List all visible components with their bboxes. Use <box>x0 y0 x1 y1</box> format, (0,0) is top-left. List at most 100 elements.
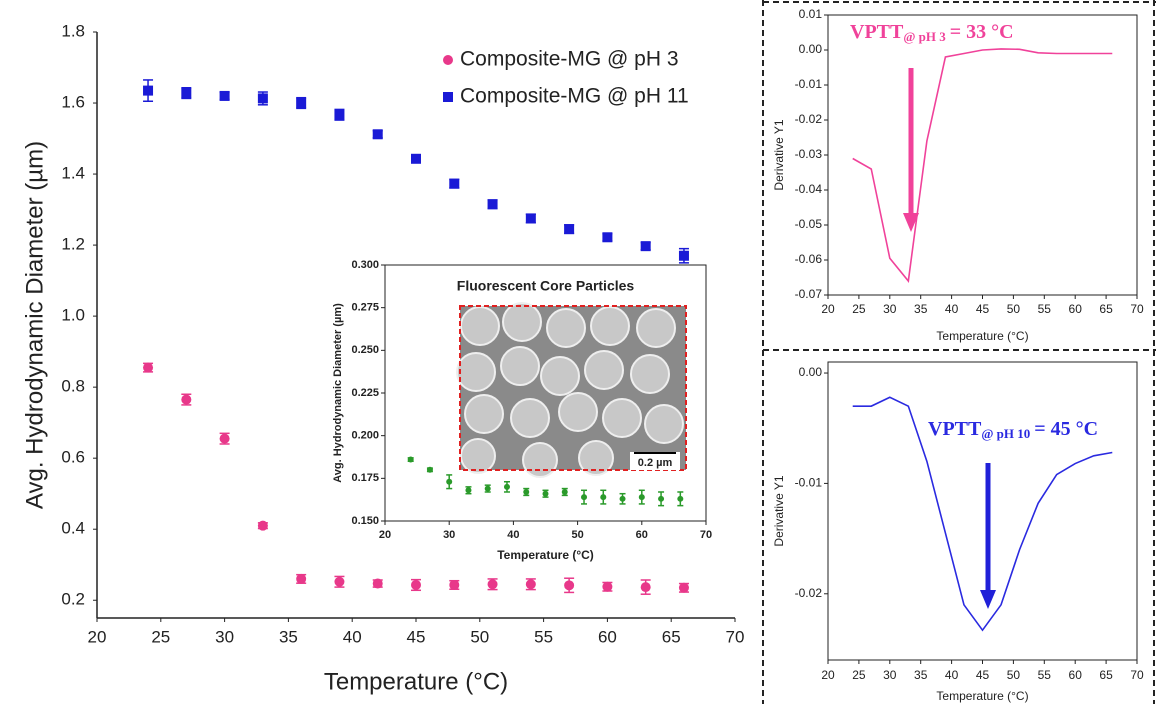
y-tick-label: 1.2 <box>61 235 85 254</box>
chart-title: Fluorescent Core Particles <box>457 278 635 294</box>
data-point <box>334 109 345 120</box>
data-point <box>564 580 575 591</box>
x-tick-label: 30 <box>443 529 455 541</box>
data-point <box>564 224 575 235</box>
data-point <box>334 576 345 587</box>
y-tick-label: -0.04 <box>795 182 823 196</box>
data-point <box>678 250 689 261</box>
x-tick-label: 25 <box>151 627 170 646</box>
data-point <box>523 488 530 495</box>
x-tick-label: 50 <box>1007 668 1021 682</box>
scale-bar-label: 0.2 µm <box>638 457 673 469</box>
data-point <box>449 178 460 189</box>
x-tick-label: 20 <box>821 668 835 682</box>
data-point <box>484 485 491 492</box>
plot-frame <box>827 361 1138 661</box>
x-tick-label: 35 <box>914 302 928 316</box>
x-tick-label: 30 <box>883 668 897 682</box>
y-axis-label: Derivative Y1 <box>772 475 786 546</box>
annotation-subscript: @ pH 3 <box>903 29 946 44</box>
data-point <box>426 466 433 473</box>
annotation-text: VPTT <box>850 21 904 43</box>
x-tick-label: 60 <box>1069 302 1083 316</box>
y-tick-label: -0.01 <box>795 77 823 91</box>
x-tick-label: 20 <box>379 529 391 541</box>
data-point <box>296 573 307 584</box>
data-point <box>181 88 192 99</box>
data-point <box>638 494 645 501</box>
data-point <box>640 241 651 252</box>
data-point <box>525 213 536 224</box>
x-tick-label: 65 <box>662 627 681 646</box>
data-point <box>619 495 626 502</box>
x-tick-label: 60 <box>598 627 617 646</box>
data-line <box>852 396 1113 632</box>
x-tick-label: 70 <box>1130 668 1144 682</box>
data-point <box>581 494 588 501</box>
x-tick-label: 60 <box>1069 668 1083 682</box>
x-tick-label: 30 <box>215 627 234 646</box>
data-point <box>561 488 568 495</box>
data-point <box>411 153 421 164</box>
data-point <box>602 581 613 592</box>
data-point <box>296 98 307 109</box>
x-tick-label: 45 <box>976 302 990 316</box>
y-tick-label: -0.05 <box>795 217 823 231</box>
data-point <box>602 232 613 243</box>
data-point <box>257 93 268 104</box>
x-tick-label: 55 <box>1038 668 1052 682</box>
data-point <box>487 579 498 590</box>
data-point <box>525 579 536 590</box>
x-tick-label: 50 <box>470 627 489 646</box>
data-point <box>143 85 154 96</box>
data-point <box>181 394 192 405</box>
y-axis-label: Avg. Hydrodynamic Diameter (µm) <box>21 141 48 509</box>
y-tick-label: 0.200 <box>351 430 379 442</box>
y-tick-label: 0.01 <box>799 7 823 21</box>
data-point <box>257 520 268 531</box>
data-point <box>503 483 510 490</box>
x-tick-label: 40 <box>343 627 362 646</box>
x-tick-label: 25 <box>852 302 866 316</box>
annotation: VPTT@ pH 10 = 45 °C <box>928 418 1098 441</box>
y-tick-label: 1.4 <box>61 164 85 183</box>
legend-marker <box>443 92 453 102</box>
y-tick-label: 0.250 <box>351 344 379 356</box>
x-tick-label: 55 <box>1038 302 1052 316</box>
y-tick-label: -0.01 <box>795 476 823 490</box>
y-tick-label: 1.8 <box>61 21 85 40</box>
chart: 20 25 30 35 40 45 50 55 60 65 70 -0.02 -0.01 0.00 Temp… <box>772 361 1144 703</box>
x-axis-label: Temperature (°C) <box>936 689 1028 703</box>
legend-label: Composite-MG @ pH 3 <box>460 48 679 71</box>
data-point <box>143 362 154 373</box>
y-tick-label: 0.275 <box>351 302 379 314</box>
x-axis-label: Temperature (°C) <box>324 668 508 695</box>
data-point <box>219 433 230 444</box>
data-point <box>446 478 453 485</box>
x-tick-label: 40 <box>945 668 959 682</box>
x-axis-label: Temperature (°C) <box>497 548 594 562</box>
chart: 20 25 30 35 40 45 50 55 60 65 70 0.2 0.4 0.6 0.8 1.0 1.2… <box>21 21 744 695</box>
data-point <box>600 494 607 501</box>
y-tick-label: 0.4 <box>61 519 85 538</box>
x-tick-label: 20 <box>88 627 107 646</box>
y-tick-label: 0.300 <box>351 259 379 271</box>
annotation: VPTT@ pH 3 = 33 °C <box>850 21 1014 44</box>
x-tick-label: 45 <box>407 627 426 646</box>
annotation-subscript: @ pH 10 <box>981 426 1030 441</box>
y-tick-label: -0.06 <box>795 252 823 266</box>
data-point <box>640 582 651 593</box>
y-tick-label: -0.03 <box>795 147 823 161</box>
x-tick-label: 65 <box>1099 668 1113 682</box>
data-point <box>372 578 383 589</box>
y-tick-label: 0.6 <box>61 448 85 467</box>
data-point <box>372 129 383 140</box>
y-tick-label: 0.150 <box>351 515 379 527</box>
x-tick-label: 35 <box>914 668 928 682</box>
panel-borders <box>762 0 1156 704</box>
x-tick-label: 45 <box>976 668 990 682</box>
x-tick-label: 25 <box>852 668 866 682</box>
legend-marker <box>443 55 453 65</box>
x-tick-label: 20 <box>821 302 835 316</box>
data-point <box>411 579 421 590</box>
